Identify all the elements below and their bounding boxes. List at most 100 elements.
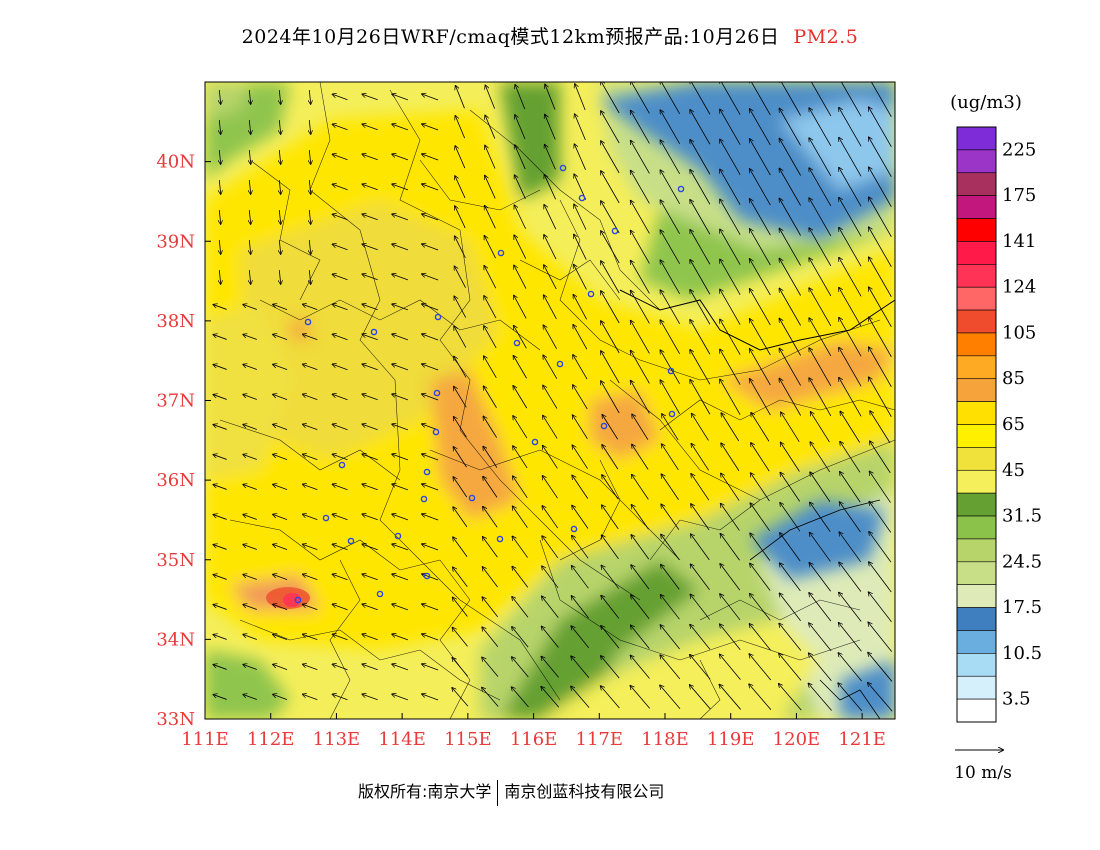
wind-arrow <box>631 505 649 530</box>
wind-arrow <box>273 454 288 460</box>
colorbar-label: 85 <box>1002 368 1025 389</box>
wind-arrow <box>601 111 620 144</box>
wind-arrow <box>690 594 711 620</box>
wind-arrow <box>690 380 711 415</box>
wind-arrow <box>750 379 771 416</box>
wind-arrow <box>309 179 310 194</box>
wind-arrow <box>219 149 220 164</box>
wind-arrow <box>869 377 892 417</box>
wind-arrow <box>750 259 771 296</box>
city-marker <box>468 494 476 502</box>
wind-arrow <box>749 684 772 711</box>
lon-label: 116E <box>510 729 558 750</box>
wind-arrow <box>362 634 378 641</box>
wind-arrow <box>631 595 650 620</box>
wind-arrow <box>809 378 832 417</box>
wind-arrow <box>870 471 891 503</box>
wind-arrow <box>869 287 892 327</box>
wind-arrow <box>243 634 258 640</box>
wind-arrow <box>868 653 893 682</box>
wind-arrow <box>362 124 378 131</box>
wind-arrow <box>219 119 220 134</box>
wind-arrow <box>333 574 348 581</box>
wind-arrow <box>249 239 250 254</box>
wind-arrow <box>750 229 771 266</box>
wind-arrow <box>452 628 468 647</box>
title-text: 2024年10月26日WRF/cmaq模式12km预报产品:10月26日 <box>241 26 780 48</box>
wind-arrow <box>779 229 801 266</box>
wind-arrow <box>809 318 832 357</box>
wind-arrow <box>780 563 801 592</box>
wind-arrow <box>243 364 258 370</box>
wind-arrow <box>392 694 409 701</box>
wind-arrow <box>870 441 891 473</box>
wind-arrow <box>839 348 862 387</box>
wind-arrow <box>749 624 771 651</box>
wind-arrow <box>456 86 465 109</box>
wind-arrow <box>303 694 318 701</box>
wind-arrow <box>213 665 227 670</box>
wind-arrow <box>720 349 741 385</box>
colorbar-swatch <box>956 630 997 654</box>
wind-arrow <box>690 564 710 590</box>
lon-label: 111E <box>181 729 229 750</box>
wind-arrow <box>779 349 801 386</box>
city-marker <box>496 535 504 543</box>
wind-arrow <box>869 592 892 623</box>
wind-arrow <box>601 201 620 234</box>
wind-arrow <box>213 335 227 340</box>
city-marker <box>559 164 567 172</box>
wind-arrow <box>333 484 348 491</box>
wind-arrow <box>454 326 467 348</box>
wind-arrow <box>542 626 559 648</box>
lat-label: 36N <box>156 470 195 491</box>
wind-arrow <box>392 454 409 461</box>
wind-arrow <box>303 304 318 311</box>
colorbar-label: 3.5 <box>1002 689 1031 710</box>
wind-arrow <box>243 694 258 700</box>
wind-arrow <box>484 296 497 319</box>
wind-arrow <box>515 145 526 170</box>
wind-arrow <box>660 260 681 295</box>
wind-arrow <box>273 304 288 310</box>
wind-arrow <box>362 604 378 611</box>
wind-arrow <box>333 634 348 641</box>
wind-arrow <box>779 593 801 621</box>
wind-arrow <box>601 171 620 204</box>
city-marker <box>394 532 402 540</box>
wind-arrow <box>690 110 711 145</box>
wind-arrow <box>811 412 830 443</box>
wind-arrow <box>721 443 740 471</box>
wind-arrow <box>660 685 681 709</box>
wind-arrow <box>809 563 831 592</box>
wind-arrow <box>751 473 770 502</box>
wind-arrow <box>362 664 378 671</box>
wind-arrow <box>691 474 710 501</box>
wind-arrow <box>453 597 468 617</box>
wind-arrow <box>513 476 528 499</box>
wind-arrow <box>243 514 258 520</box>
wind-arrow <box>809 593 832 622</box>
wind-arrow <box>692 414 709 441</box>
wind-arrow <box>513 506 528 528</box>
wind-arrow <box>780 503 801 532</box>
wind-arrow <box>573 415 588 440</box>
wind-arrow <box>515 85 526 110</box>
colorbar-swatch <box>956 561 997 585</box>
footer: 版权所有:南京大学 南京创蓝科技有限公司 <box>358 778 664 806</box>
city-marker <box>376 590 384 598</box>
wind-arrow <box>839 532 862 563</box>
wind-arrow <box>839 168 862 207</box>
wind-arrow <box>219 269 220 284</box>
wind-arrow <box>574 204 587 230</box>
wind-arrow <box>632 414 649 440</box>
wind-arrow <box>662 414 679 441</box>
wind-arrow <box>279 269 280 284</box>
wind-arrow <box>661 535 680 560</box>
wind-arrow <box>573 295 587 320</box>
wind-arrow <box>779 684 802 711</box>
wind-arrow <box>249 119 250 134</box>
lon-label: 119E <box>707 729 755 750</box>
wind-arrow <box>810 442 831 473</box>
wind-arrow <box>690 625 711 650</box>
